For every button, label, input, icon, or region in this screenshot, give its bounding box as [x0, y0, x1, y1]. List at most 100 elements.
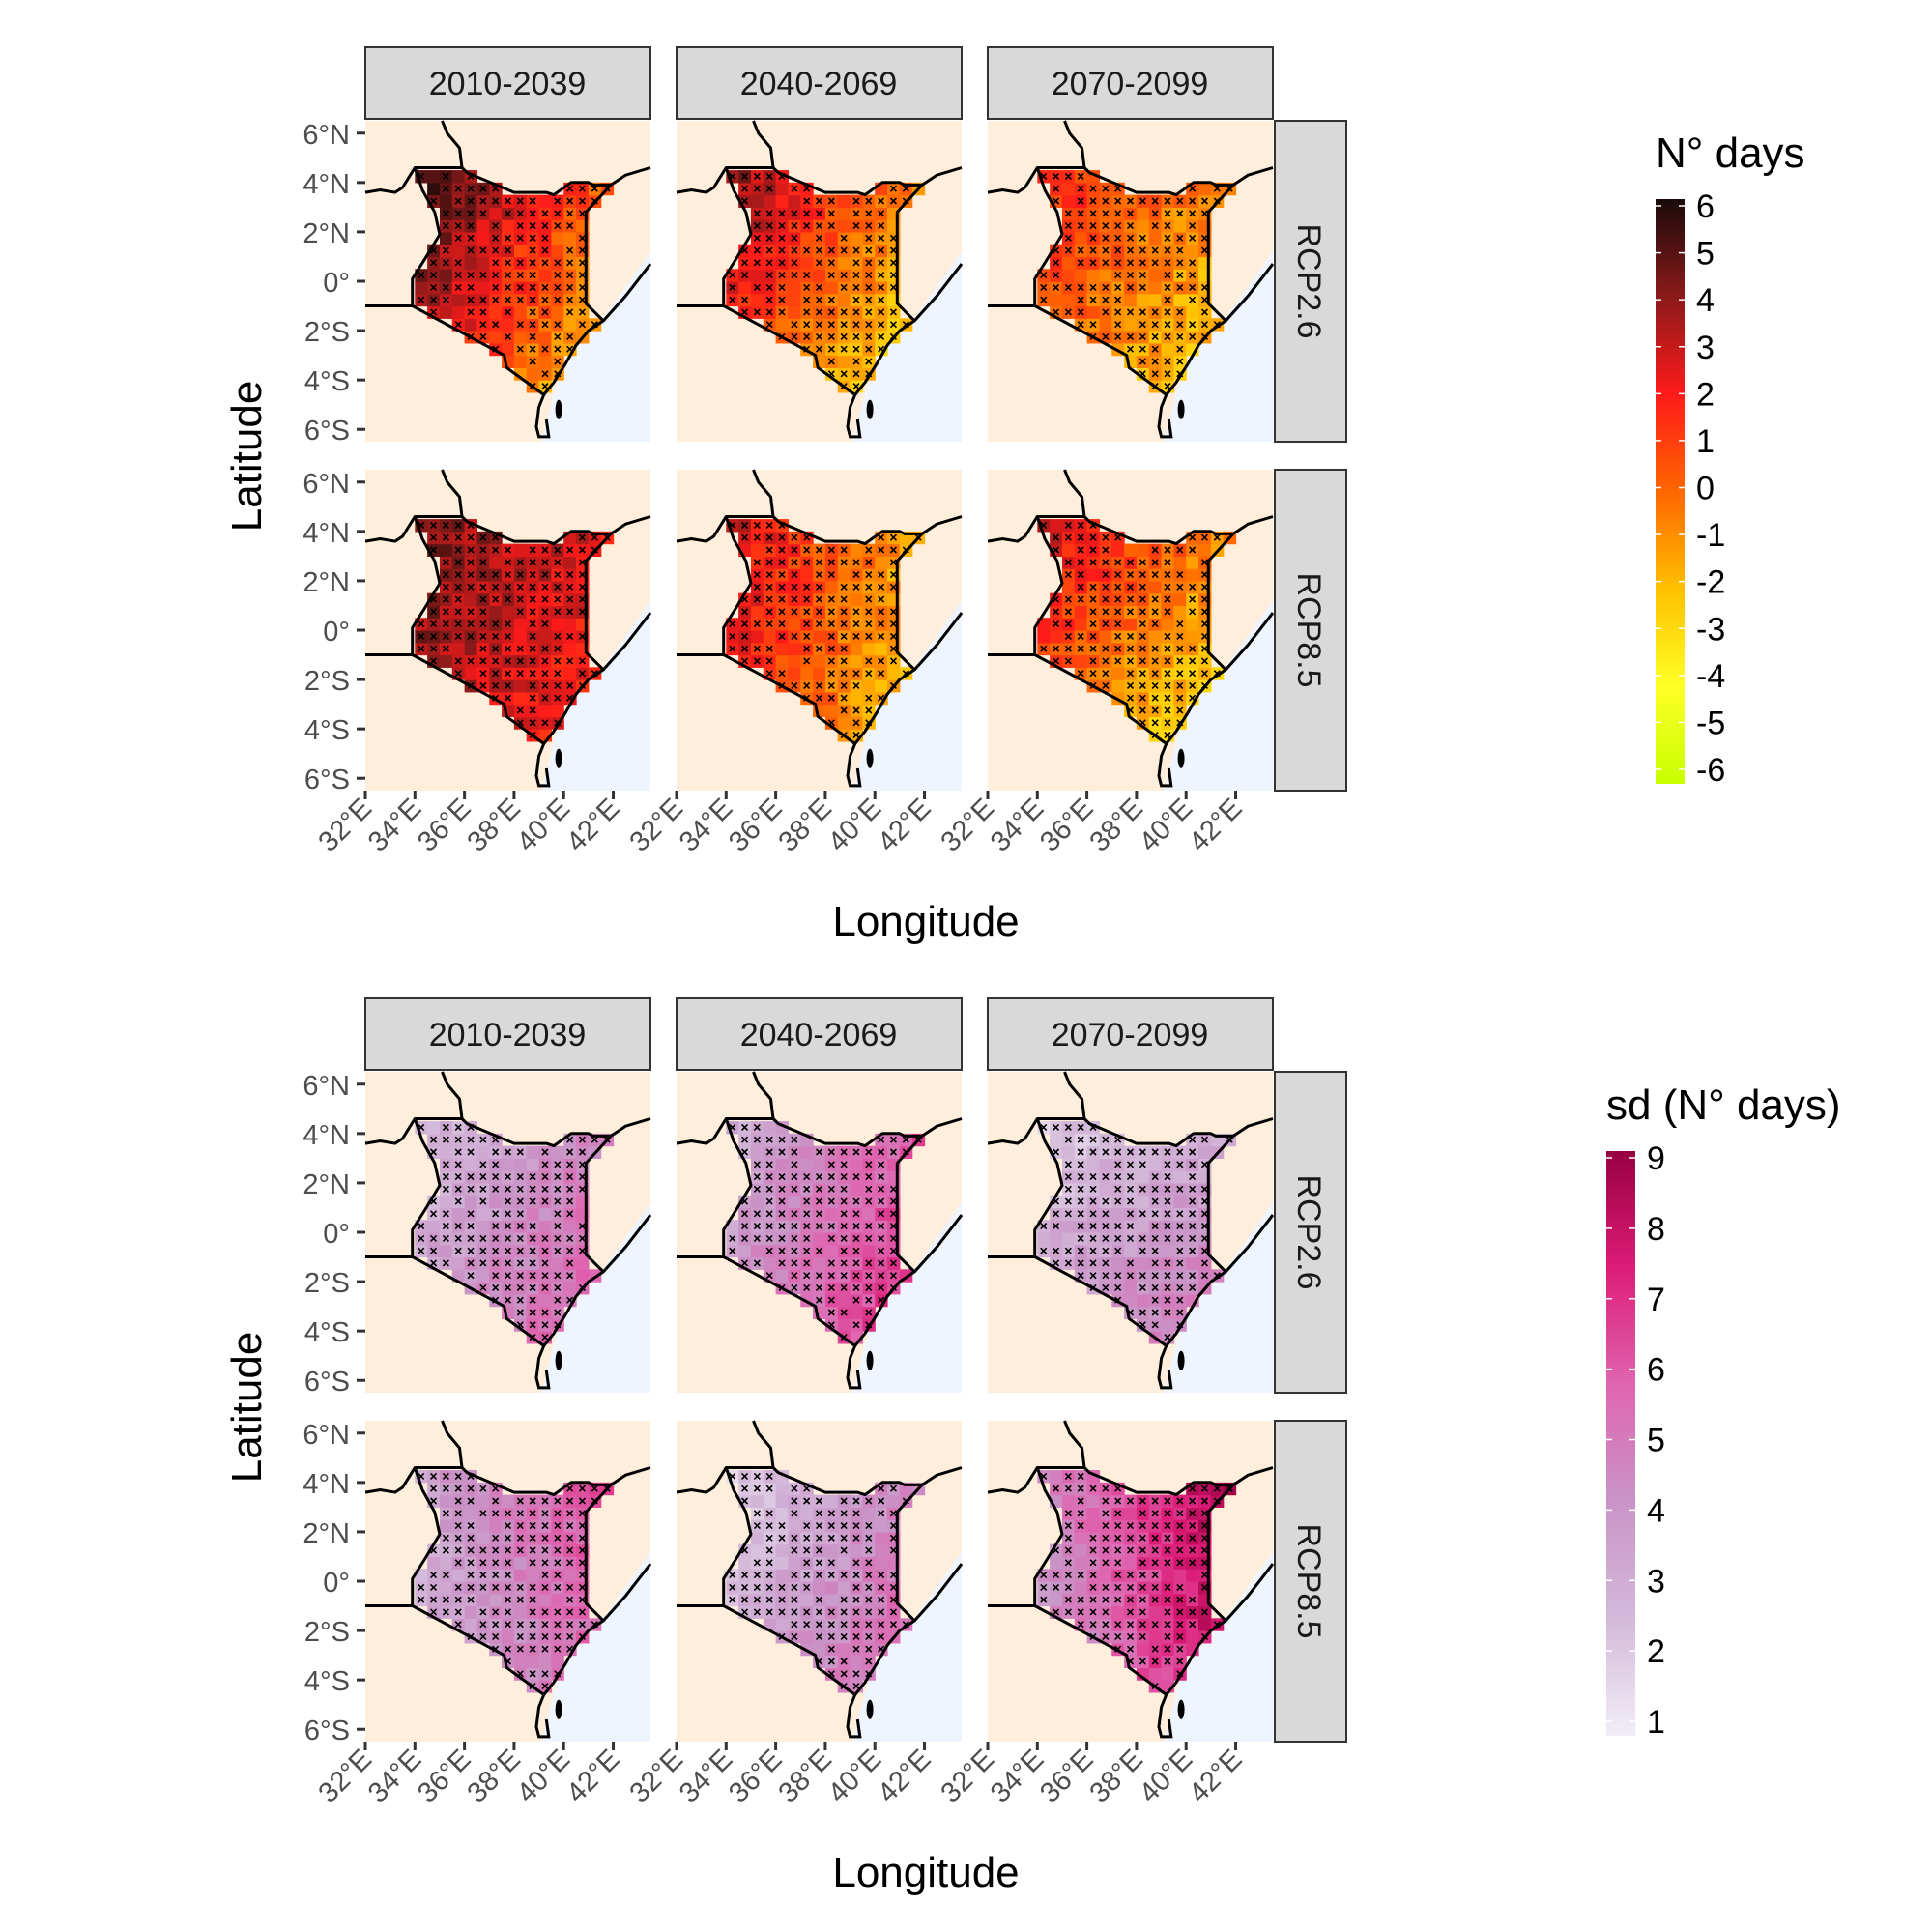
significance-mark	[1139, 1559, 1146, 1567]
significance-mark	[1176, 283, 1184, 291]
significance-mark	[454, 1136, 462, 1143]
significance-mark	[778, 1172, 786, 1181]
significance-mark	[504, 1172, 512, 1181]
significance-mark	[865, 283, 873, 291]
legend-label: -6	[1696, 752, 1725, 789]
significance-mark	[1064, 570, 1072, 579]
lat-tick-label: 0°	[323, 1219, 350, 1250]
raster-cell	[513, 691, 528, 706]
significance-mark	[479, 1247, 487, 1254]
border-line	[921, 166, 963, 187]
significance-mark	[566, 657, 574, 665]
significance-mark	[516, 1283, 524, 1292]
border-line	[534, 393, 551, 439]
significance-mark	[1164, 1510, 1171, 1517]
significance-mark	[1126, 670, 1135, 678]
significance-mark	[878, 259, 885, 267]
significance-mark	[566, 283, 574, 291]
top-lon-axis: 32°E34°E36°E38°E40°E42°E32°E34°E36°E38°E…	[313, 791, 1248, 858]
significance-mark	[1189, 259, 1197, 267]
significance-mark	[1114, 1559, 1122, 1567]
significance-mark	[566, 246, 574, 254]
significance-mark	[516, 1645, 524, 1653]
significance-mark	[467, 620, 475, 628]
significance-mark	[591, 185, 598, 192]
significance-mark	[1126, 1272, 1135, 1280]
significance-mark	[516, 1197, 524, 1205]
significance-mark	[1189, 1485, 1197, 1492]
significance-mark	[1077, 1136, 1084, 1143]
significance-mark	[889, 559, 898, 566]
significance-mark	[865, 296, 873, 303]
lat-tick-label: 2°N	[303, 1518, 350, 1549]
significance-mark	[1200, 620, 1209, 628]
significance-mark	[1151, 221, 1159, 230]
lat-tick-label: 4°S	[304, 1666, 350, 1697]
significance-mark	[1064, 210, 1072, 217]
significance-mark	[504, 1185, 512, 1193]
significance-mark	[1164, 259, 1171, 267]
lat-tick-label: 4°S	[304, 1317, 350, 1348]
significance-mark	[467, 1272, 475, 1280]
significance-mark	[1077, 221, 1084, 230]
significance-mark	[840, 1197, 848, 1205]
border-line	[1232, 515, 1274, 535]
significance-mark	[492, 321, 500, 329]
significance-mark	[852, 259, 860, 267]
significance-mark	[454, 608, 462, 616]
significance-mark	[765, 1210, 773, 1218]
significance-mark	[429, 1247, 438, 1254]
significance-mark	[578, 1521, 587, 1530]
significance-mark	[1139, 681, 1146, 690]
significance-mark	[791, 246, 798, 254]
significance-mark	[479, 246, 487, 254]
significance-mark	[889, 1223, 898, 1230]
strip-col-3: 2070-2099	[987, 997, 1274, 1071]
significance-mark	[1151, 1210, 1159, 1218]
raster-cell	[538, 355, 552, 368]
significance-mark	[1200, 657, 1209, 665]
significance-mark	[815, 1272, 823, 1280]
significance-mark	[815, 1247, 823, 1254]
significance-mark	[566, 185, 574, 192]
significance-mark	[1089, 670, 1097, 678]
significance-mark	[791, 1572, 798, 1579]
significance-mark	[554, 221, 562, 230]
significance-mark	[578, 308, 587, 316]
lon-tick-label: 42°E	[1183, 1744, 1248, 1808]
significance-mark	[541, 645, 549, 652]
raster-cell	[800, 1593, 814, 1607]
significance-mark	[1126, 1632, 1135, 1641]
significance-mark	[1126, 234, 1135, 242]
significance-mark	[1114, 570, 1122, 579]
significance-mark	[1089, 533, 1097, 541]
significance-mark	[529, 358, 536, 365]
significance-mark	[442, 1472, 449, 1481]
raster-cell	[763, 1121, 777, 1135]
significance-mark	[827, 1197, 835, 1205]
lat-tick-label: 0°	[323, 617, 350, 648]
significance-mark	[865, 1309, 873, 1316]
significance-mark	[1139, 259, 1146, 267]
significance-mark	[1114, 1223, 1122, 1230]
significance-mark	[467, 1223, 475, 1230]
significance-mark	[765, 1521, 773, 1530]
significance-mark	[840, 583, 848, 591]
significance-mark	[516, 234, 524, 242]
significance-mark	[578, 1583, 587, 1591]
significance-mark	[815, 1621, 823, 1629]
significance-mark	[479, 1485, 487, 1492]
significance-mark	[815, 345, 823, 353]
significance-mark	[1102, 296, 1110, 303]
bottom-x-axis-title: Longitude	[832, 1849, 1019, 1896]
significance-mark	[791, 1632, 798, 1641]
significance-mark	[429, 259, 438, 267]
raster-cell	[1099, 269, 1112, 282]
raster-cell	[813, 654, 826, 668]
significance-mark	[516, 1497, 524, 1505]
raster-cell	[850, 1182, 863, 1197]
significance-mark	[1151, 332, 1159, 341]
significance-mark	[827, 559, 835, 566]
significance-mark	[878, 670, 885, 678]
